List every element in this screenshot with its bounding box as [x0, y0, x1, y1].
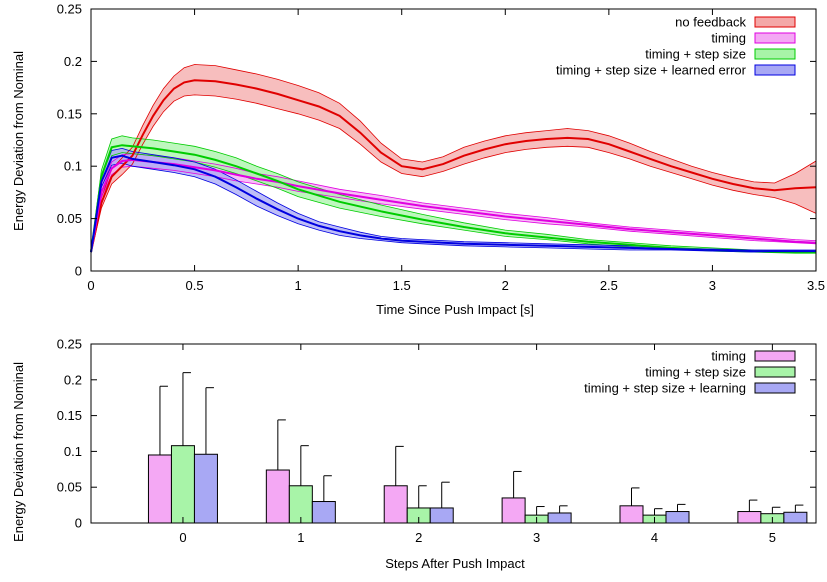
bottom-x-tick-label: 1 — [297, 530, 304, 545]
legend-swatch-0 — [754, 16, 796, 28]
top-x-tick-label: 1 — [295, 278, 302, 293]
bar-legend-swatch-2 — [754, 382, 796, 394]
legend-swatch-2 — [754, 48, 796, 60]
bottom-x-tick-label: 0 — [179, 530, 186, 545]
bottom-x-tick-label: 4 — [651, 530, 658, 545]
bottom-y-tick-label: 0.05 — [57, 480, 82, 495]
top-line-chart: Energy Deviation from Nominal Time Since… — [11, 2, 825, 318]
top-x-tick-label: 3 — [709, 278, 716, 293]
top-x-tick-label: 1.5 — [393, 278, 411, 293]
legend-label-0: no feedback — [675, 15, 746, 30]
top-x-tick-label: 3.5 — [807, 278, 825, 293]
bar-0-4 — [619, 505, 644, 524]
bottom-bar-chart: Energy Deviation from Nominal Steps Afte… — [11, 337, 817, 571]
series-band-lower-edge-3 — [90, 162, 816, 254]
top-x-axis-label: Time Since Push Impact [s] — [376, 302, 534, 317]
bar-2-0 — [193, 453, 218, 524]
top-y-tick-label: 0.25 — [57, 2, 82, 17]
bottom-y-tick-label: 0 — [75, 516, 82, 531]
top-y-tick-label: 0.2 — [64, 54, 82, 69]
bottom-x-axis-label: Steps After Push Impact — [385, 556, 525, 571]
series-band-upper-edge-0 — [90, 64, 817, 252]
legend-swatch-3 — [754, 64, 796, 76]
bottom-y-tick-label: 0.2 — [64, 372, 82, 387]
legend-swatch-1 — [754, 32, 796, 44]
bar-0-2 — [383, 485, 408, 524]
bar-1-0 — [170, 445, 195, 524]
bar-legend-swatch-0 — [754, 350, 796, 362]
series-band-2 — [91, 135, 816, 254]
top-y-tick-label: 0.05 — [57, 211, 82, 226]
top-y-tick-label: 0.15 — [57, 106, 82, 121]
bar-legend-label-1: timing + step size — [645, 365, 746, 380]
bar-legend-swatch-1 — [754, 366, 796, 378]
legend-label-3: timing + step size + learned error — [556, 63, 747, 78]
top-y-tick-label: 0 — [75, 264, 82, 279]
series-band-3 — [91, 148, 816, 254]
bottom-y-axis-label: Energy Deviation from Nominal — [11, 362, 26, 542]
bar-2-4 — [665, 511, 690, 524]
bar-2-1 — [311, 501, 336, 524]
top-x-tick-label: 0 — [87, 278, 94, 293]
legend-label-2: timing + step size — [645, 47, 746, 62]
bottom-y-tick-label: 0.25 — [57, 337, 82, 352]
top-y-axis-label: Energy Deviation from Nominal — [11, 51, 26, 231]
top-x-tick-label: 2 — [502, 278, 509, 293]
top-x-tick-label: 2.5 — [600, 278, 618, 293]
bar-0-5 — [737, 511, 762, 524]
series-line-2 — [90, 144, 816, 254]
bar-2-2 — [429, 507, 454, 524]
legend-label-1: timing — [711, 31, 746, 46]
bar-0-1 — [265, 469, 290, 524]
top-y-tick-label: 0.1 — [64, 159, 82, 174]
top-plot-frame — [90, 8, 817, 272]
bottom-y-tick-label: 0.1 — [64, 444, 82, 459]
bottom-x-tick-label: 3 — [533, 530, 540, 545]
bar-2-3 — [547, 512, 572, 524]
bottom-x-tick-label: 2 — [415, 530, 422, 545]
series-band-upper-edge-2 — [90, 135, 816, 252]
series-band-lower-edge-0 — [90, 94, 817, 254]
bar-legend-label-2: timing + step size + learning — [584, 381, 746, 396]
bottom-plot-frame — [90, 343, 817, 524]
series-line-3 — [90, 154, 816, 253]
bottom-y-tick-label: 0.15 — [57, 408, 82, 423]
bar-0-3 — [501, 497, 526, 524]
bottom-x-tick-label: 5 — [769, 530, 776, 545]
bar-2-5 — [783, 511, 808, 524]
bar-legend-label-0: timing — [711, 349, 746, 364]
top-x-tick-label: 0.5 — [186, 278, 204, 293]
bar-0-0 — [147, 454, 172, 524]
series-line-0 — [90, 79, 817, 253]
